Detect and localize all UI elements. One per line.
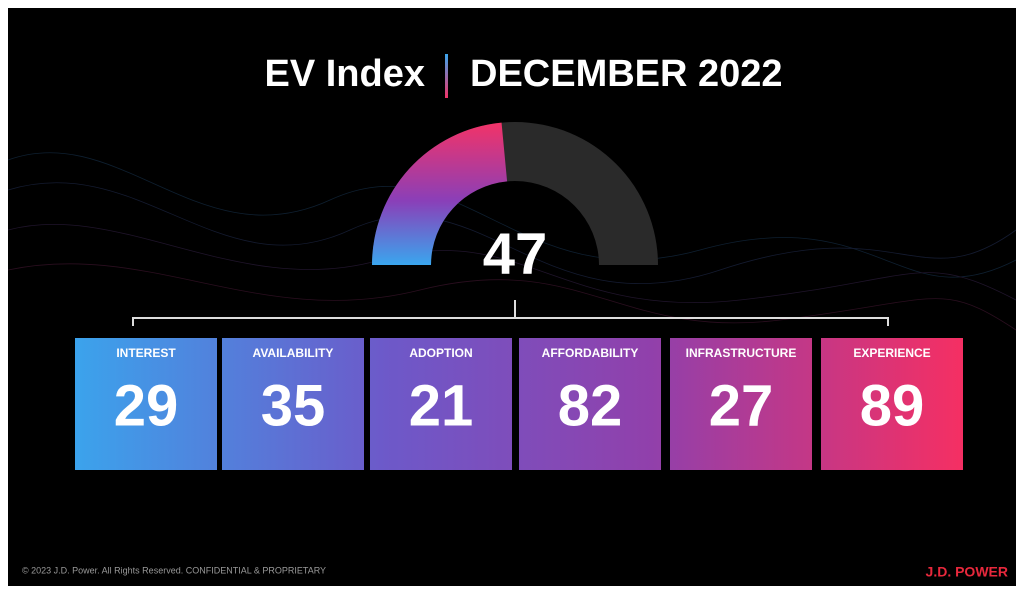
- tile-label: EXPERIENCE: [853, 346, 930, 360]
- tile: [370, 338, 512, 470]
- subtitle: DECEMBER 2022: [470, 53, 783, 95]
- tile-value: 29: [114, 373, 179, 438]
- tile-value: 35: [261, 373, 326, 438]
- tile-label: INTEREST: [116, 346, 176, 360]
- footer: © 2023 J.D. Power. All Rights Reserved. …: [22, 565, 326, 575]
- tile: [75, 338, 217, 470]
- tile-value: 21: [409, 373, 474, 438]
- tile-label: AFFORDABILITY: [542, 346, 639, 360]
- gauge-value: 47: [483, 221, 548, 286]
- tile-value: 89: [860, 373, 925, 438]
- tile: [821, 338, 963, 470]
- decorative-waves: [7, 152, 1017, 331]
- title: EV Index: [265, 53, 426, 95]
- brand: J.D. POWER: [926, 564, 1008, 580]
- tiles: INTEREST 29 AVAILABILITY 35 ADOPTION 21 AFFORD…: [75, 338, 963, 470]
- tile: [519, 338, 661, 470]
- tile: [222, 338, 364, 470]
- bracket: [132, 300, 889, 326]
- tile: [670, 338, 812, 470]
- tile-label: AVAILABILITY: [253, 346, 334, 360]
- tile-label: INFRASTRUCTURE: [686, 346, 797, 360]
- gauge-arc: [372, 122, 508, 265]
- tile-value: 82: [558, 373, 623, 438]
- background: [8, 8, 1016, 586]
- separator: [445, 54, 448, 98]
- tile-value: 27: [709, 373, 774, 438]
- tile-label: ADOPTION: [409, 346, 472, 360]
- gauge: [372, 122, 658, 265]
